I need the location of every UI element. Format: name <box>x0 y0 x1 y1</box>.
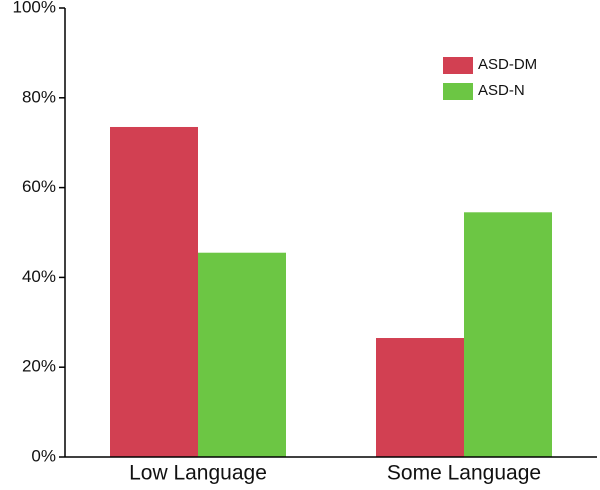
y-tick-label: 100% <box>13 0 56 16</box>
bar <box>464 212 552 457</box>
legend-label: ASD-N <box>478 82 525 99</box>
x-tick-label: Low Language <box>129 462 267 485</box>
y-tick-label: 20% <box>22 357 56 376</box>
bar <box>376 338 464 457</box>
legend-swatch <box>443 57 473 74</box>
y-tick-label: 80% <box>22 87 56 106</box>
y-tick-label: 40% <box>22 267 56 286</box>
legend-swatch <box>443 83 473 100</box>
y-tick-label: 0% <box>31 446 56 465</box>
bar <box>110 126 198 458</box>
y-tick-label: 60% <box>22 177 56 196</box>
legend-label: ASD-DM <box>478 56 537 73</box>
x-tick-label: Some Language <box>387 462 541 485</box>
bar <box>198 252 286 457</box>
